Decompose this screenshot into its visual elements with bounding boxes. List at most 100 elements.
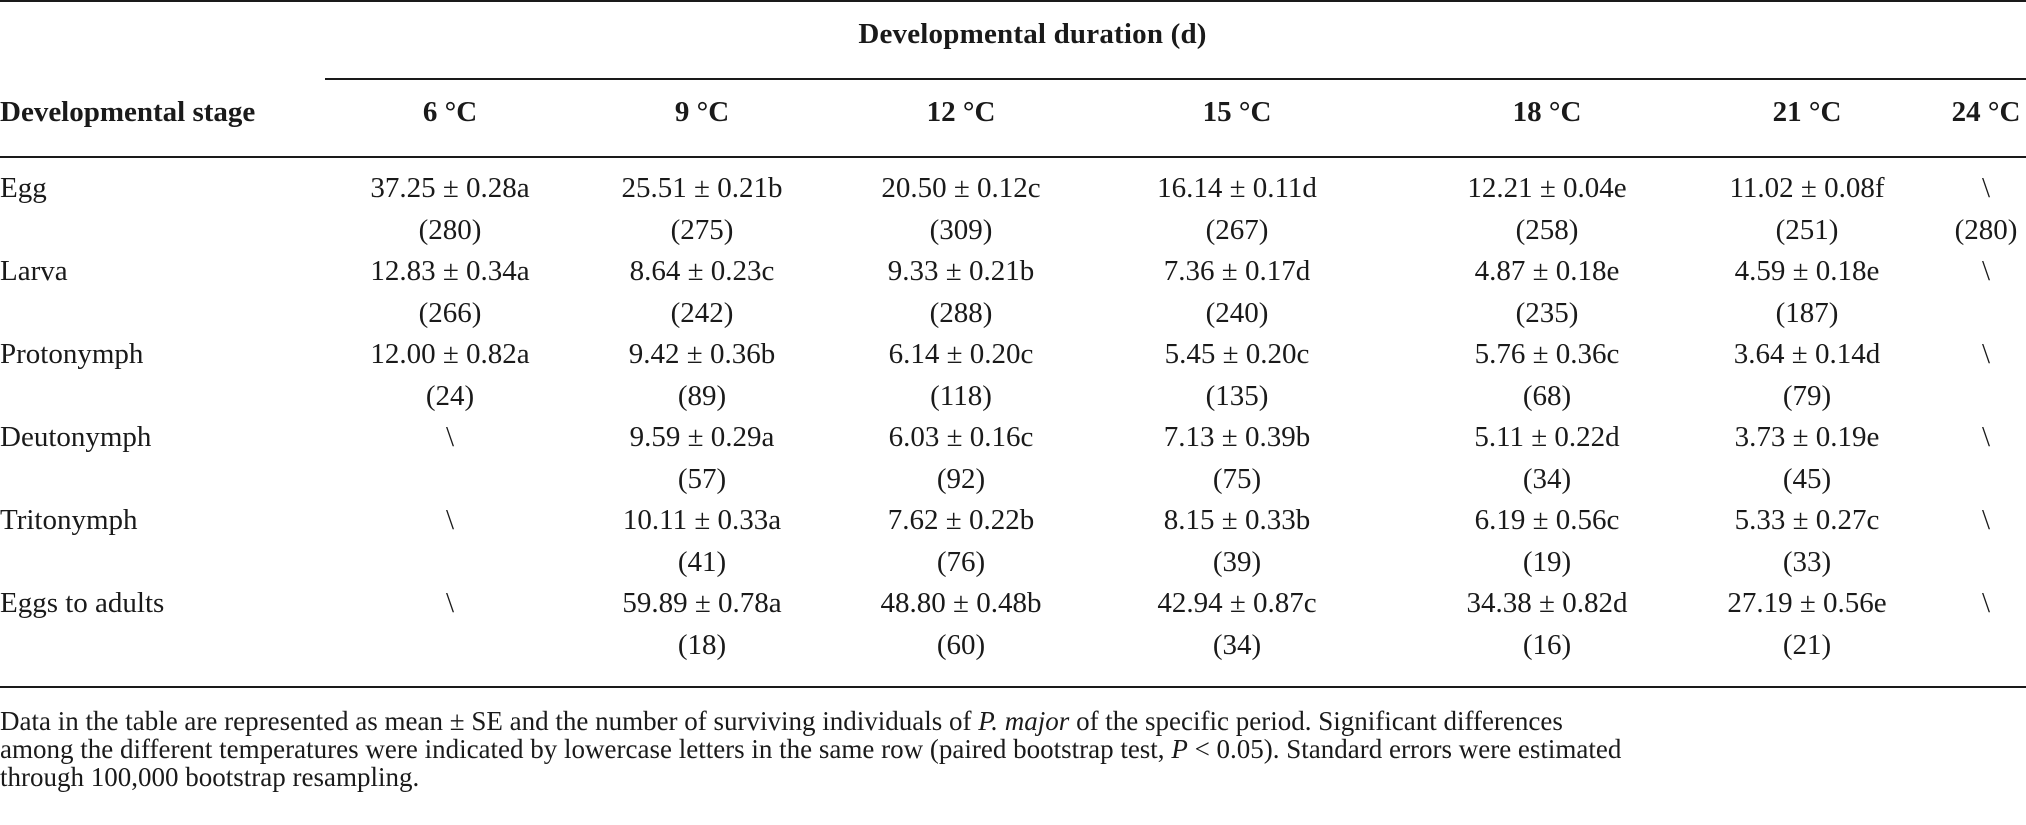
- cell-sample-size: (45): [1782, 463, 1832, 495]
- cell-mean-se: 27.19 ± 0.56e: [1727, 587, 1887, 619]
- cell-sample-size: (240): [1205, 297, 1269, 329]
- cell-mean-se: 9.42 ± 0.36b: [628, 338, 776, 370]
- table-cell: 6.03 ± 0.16c (92): [889, 416, 1034, 500]
- table-cell: \: [1982, 416, 1990, 458]
- table-cell: 37.25 ± 0.28a (280): [370, 167, 529, 251]
- cell-mean-se: 11.02 ± 0.08f: [1729, 172, 1885, 204]
- cell-mean-se: 42.94 ± 0.87c: [1157, 587, 1317, 619]
- table-cell: 7.62 ± 0.22b (76): [888, 499, 1034, 583]
- table-cell: 8.64 ± 0.23c (242): [630, 250, 775, 334]
- cell-mean-se: 8.64 ± 0.23c: [629, 255, 775, 287]
- table-cell: 4.59 ± 0.18e (187): [1735, 250, 1880, 334]
- table-cell: 12.00 ± 0.82a (24): [370, 333, 529, 417]
- cell-sample-size: (21): [1782, 629, 1832, 661]
- cell-mean-se: 9.33 ± 0.21b: [887, 255, 1035, 287]
- table-cell: \: [1982, 582, 1990, 624]
- table-cell: 12.21 ± 0.04e (258): [1467, 167, 1626, 251]
- table-cell: \: [446, 499, 454, 541]
- cell-mean-se: \: [1981, 421, 1991, 453]
- cell-mean-se: \: [1981, 587, 1991, 619]
- cell-sample-size: (89): [677, 380, 727, 412]
- column-header-temp: 6 °C: [422, 96, 478, 128]
- cell-sample-size: (266): [418, 297, 482, 329]
- table-cell: 11.02 ± 0.08f (251): [1730, 167, 1885, 251]
- cell-sample-size: (75): [1212, 463, 1262, 495]
- table-cell: 20.50 ± 0.12c (309): [881, 167, 1040, 251]
- table-cell: 8.15 ± 0.33b (39): [1164, 499, 1310, 583]
- cell-sample-size: (92): [936, 463, 986, 495]
- table-cell: \: [1982, 250, 1990, 292]
- cell-mean-se: 10.11 ± 0.33a: [622, 504, 782, 536]
- footnote-line-3: through 100,000 bootstrap resampling.: [0, 762, 420, 792]
- cell-sample-size: (187): [1775, 297, 1839, 329]
- cell-mean-se: 5.33 ± 0.27c: [1734, 504, 1880, 536]
- cell-mean-se: 7.62 ± 0.22b: [887, 504, 1035, 536]
- cell-mean-se: 12.00 ± 0.82a: [370, 338, 530, 370]
- cell-mean-se: 8.15 ± 0.33b: [1163, 504, 1311, 536]
- table-cell: 34.38 ± 0.82d (16): [1467, 582, 1628, 666]
- table-cell: 9.33 ± 0.21b (288): [888, 250, 1034, 334]
- cell-sample-size: (275): [670, 214, 734, 246]
- cell-mean-se: 7.36 ± 0.17d: [1163, 255, 1311, 287]
- cell-sample-size: (34): [1522, 463, 1572, 495]
- cell-sample-size: (39): [1212, 546, 1262, 578]
- top-rule: [0, 0, 2026, 2]
- cell-mean-se: 3.73 ± 0.19e: [1734, 421, 1880, 453]
- cell-sample-size: (76): [936, 546, 986, 578]
- column-header-temp: 15 °C: [1202, 96, 1272, 128]
- table-cell: 5.45 ± 0.20c (135): [1165, 333, 1310, 417]
- cell-mean-se: 7.13 ± 0.39b: [1163, 421, 1311, 453]
- cell-mean-se: 5.76 ± 0.36c: [1474, 338, 1620, 370]
- cell-sample-size: (41): [677, 546, 727, 578]
- cell-sample-size: (267): [1205, 214, 1269, 246]
- cell-sample-size: (19): [1522, 546, 1572, 578]
- cell-mean-se: \: [1981, 504, 1991, 536]
- table-cell: 25.51 ± 0.21b (275): [622, 167, 783, 251]
- species-name: P. major: [978, 706, 1070, 736]
- p-value-symbol: P: [1171, 734, 1188, 764]
- cell-sample-size: (280): [1954, 214, 2018, 246]
- table-cell: 10.11 ± 0.33a (41): [623, 499, 781, 583]
- cell-sample-size: (118): [930, 380, 992, 412]
- cell-mean-se: 5.11 ± 0.22d: [1474, 421, 1620, 453]
- table-cell: \ (280): [1955, 167, 2018, 251]
- cell-mean-se: 3.64 ± 0.14d: [1733, 338, 1881, 370]
- cell-sample-size: (235): [1515, 297, 1579, 329]
- table-cell: 59.89 ± 0.78a (18): [622, 582, 781, 666]
- cell-mean-se: 4.59 ± 0.18e: [1734, 255, 1880, 287]
- cell-mean-se: \: [445, 421, 455, 453]
- column-header-temp: 18 °C: [1512, 96, 1582, 128]
- cell-mean-se: 25.51 ± 0.21b: [621, 172, 783, 204]
- table-cell: 42.94 ± 0.87c (34): [1157, 582, 1316, 666]
- cell-mean-se: 9.59 ± 0.29a: [629, 421, 775, 453]
- footnote-line-2: among the different temperatures were in…: [0, 734, 1622, 764]
- cell-sample-size: (33): [1782, 546, 1832, 578]
- table-cell: 27.19 ± 0.56e (21): [1727, 582, 1886, 666]
- table-cell: 6.14 ± 0.20c (118): [889, 333, 1034, 417]
- footnote-line-1: Data in the table are represented as mea…: [0, 706, 1563, 736]
- row-stage-label: Tritonymph: [0, 504, 138, 536]
- spanner-header: Developmental duration (d): [858, 18, 1207, 50]
- table-cell: 12.83 ± 0.34a (266): [370, 250, 529, 334]
- cell-mean-se: \: [445, 504, 455, 536]
- table-cell: 5.33 ± 0.27c (33): [1735, 499, 1880, 583]
- table-cell: 7.13 ± 0.39b (75): [1164, 416, 1310, 500]
- cell-sample-size: (309): [929, 214, 993, 246]
- cell-mean-se: \: [1981, 338, 1991, 370]
- cell-sample-size: (242): [670, 297, 734, 329]
- table-cell: 5.11 ± 0.22d (34): [1474, 416, 1619, 500]
- cell-sample-size: (79): [1782, 380, 1832, 412]
- table-footnote: Data in the table are represented as mea…: [0, 707, 2026, 791]
- table-cell: \: [1982, 499, 1990, 541]
- table-cell: 7.36 ± 0.17d (240): [1164, 250, 1310, 334]
- header-rule: [0, 156, 2026, 158]
- table-cell: 48.80 ± 0.48b (60): [881, 582, 1042, 666]
- cell-mean-se: 59.89 ± 0.78a: [622, 587, 782, 619]
- cell-mean-se: 12.83 ± 0.34a: [370, 255, 530, 287]
- cell-mean-se: \: [1981, 172, 1991, 204]
- table-cell: \: [446, 582, 454, 624]
- cell-sample-size: (280): [418, 214, 482, 246]
- table-cell: 3.64 ± 0.14d (79): [1734, 333, 1880, 417]
- cell-mean-se: 6.19 ± 0.56c: [1474, 504, 1620, 536]
- row-stage-label: Deutonymph: [0, 421, 152, 453]
